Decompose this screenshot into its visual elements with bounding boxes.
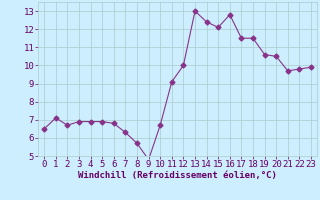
X-axis label: Windchill (Refroidissement éolien,°C): Windchill (Refroidissement éolien,°C): [78, 171, 277, 180]
